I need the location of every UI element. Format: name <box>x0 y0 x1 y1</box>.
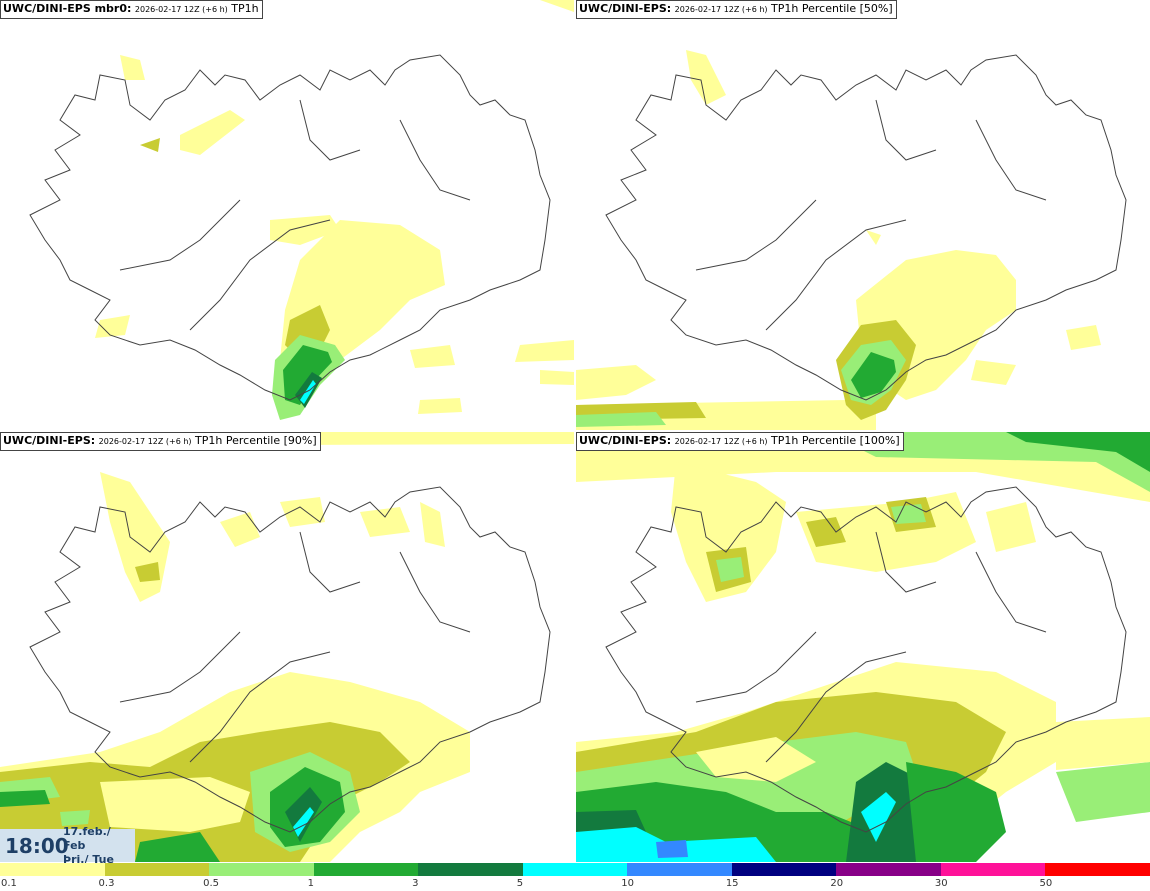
legend-swatch <box>522 863 628 876</box>
panel-title: UWC/DINI-EPS mbr0: 2026-02-17 12Z (+6 h)… <box>0 0 263 19</box>
coastline <box>605 54 1127 401</box>
legend-swatch <box>940 863 1046 876</box>
legend-swatch <box>0 863 105 876</box>
legend-label: 0.1 <box>1 878 17 889</box>
precip-map <box>0 432 574 862</box>
coastline <box>29 54 551 401</box>
precip-map <box>29 0 574 420</box>
map-panel-p50: UWC/DINI-EPS: 2026-02-17 12Z (+6 h) TP1h… <box>576 0 1150 430</box>
legend-label: 15 <box>725 878 739 889</box>
map-panel-member0: UWC/DINI-EPS mbr0: 2026-02-17 12Z (+6 h)… <box>0 0 574 430</box>
panel-title: UWC/DINI-EPS: 2026-02-17 12Z (+6 h) TP1h… <box>576 432 904 451</box>
precip-map <box>576 50 1127 430</box>
valid-time-date: 17.feb./ Feb Þri./ Tue <box>63 825 135 867</box>
coastline <box>29 486 551 833</box>
map-panel-p100: UWC/DINI-EPS: 2026-02-17 12Z (+6 h) TP1h… <box>576 432 1150 862</box>
legend-colorbar <box>0 863 1150 876</box>
valid-date-line: 17.feb./ Feb <box>63 824 111 852</box>
map-panel-p90: UWC/DINI-EPS: 2026-02-17 12Z (+6 h) TP1h… <box>0 432 574 862</box>
precip-field <box>0 432 574 862</box>
precip-field <box>95 0 574 420</box>
legend-swatch <box>1045 863 1150 876</box>
legend-label: 0.5 <box>203 878 219 889</box>
legend-swatch <box>313 863 419 876</box>
valid-day-line: Þri./ Tue <box>63 852 114 866</box>
legend-labels: 0.1 0.3 0.5 1 3 5 10 15 20 30 50 <box>0 878 1150 891</box>
legend-label: 3 <box>412 878 419 889</box>
legend-label: 0.3 <box>98 878 115 889</box>
legend-swatch <box>731 863 837 876</box>
legend-label: 50 <box>1039 878 1053 889</box>
legend-swatch <box>104 863 210 876</box>
legend-label: 10 <box>621 878 634 889</box>
legend-swatch <box>418 863 523 876</box>
panel-title: UWC/DINI-EPS: 2026-02-17 12Z (+6 h) TP1h… <box>576 0 897 19</box>
panel-divider-horizontal <box>0 430 1150 432</box>
valid-time-box: 18:00 17.feb./ Feb Þri./ Tue <box>0 825 135 866</box>
legend-swatch <box>627 863 732 876</box>
precip-field <box>576 432 1150 862</box>
precip-legend: 0.1 0.3 0.5 1 3 5 10 15 20 30 50 <box>0 863 1150 891</box>
legend-label: 30 <box>934 878 948 889</box>
legend-label: 1 <box>307 878 314 889</box>
coastline <box>605 486 1127 833</box>
panel-title: UWC/DINI-EPS: 2026-02-17 12Z (+6 h) TP1h… <box>0 432 321 451</box>
legend-swatch <box>209 863 314 876</box>
legend-label: 20 <box>830 878 844 889</box>
precip-map <box>576 432 1150 862</box>
legend-label: 5 <box>516 878 524 889</box>
valid-time-hour: 18:00 <box>5 833 69 858</box>
legend-swatch <box>836 863 941 876</box>
precip-field <box>576 50 1101 430</box>
